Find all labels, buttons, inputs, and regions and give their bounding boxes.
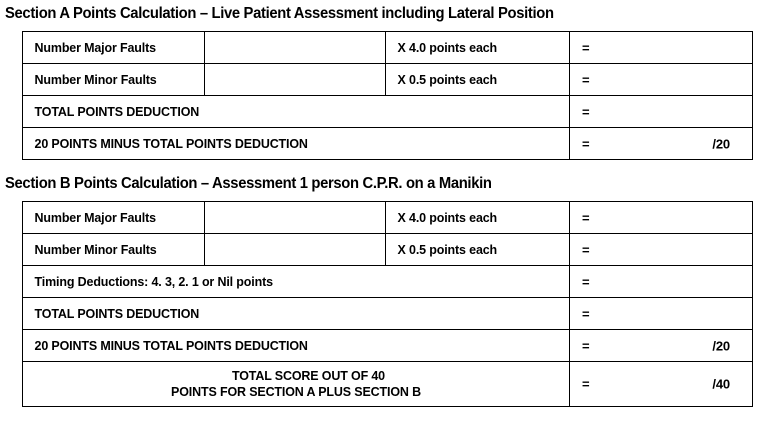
multiplier-cell: X 4.0 points each [385, 201, 570, 234]
total-score-label-cell: TOTAL SCORE OUT OF 40 POINTS FOR SECTION… [22, 361, 570, 407]
equals-sign: = [582, 210, 590, 225]
section-b-table: Number Major Faults X 4.0 points each = … [22, 201, 753, 407]
equals-sign: = [582, 306, 590, 321]
multiplier-label: X 4.0 points each [397, 210, 498, 225]
table-row-total: TOTAL SCORE OUT OF 40 POINTS FOR SECTION… [22, 361, 753, 407]
row-label: 20 POINTS MINUS TOTAL POINTS DEDUCTION [34, 338, 308, 353]
out-of-label: /40 [712, 376, 730, 392]
row-label-cell: Timing Deductions: 4. 3, 2. 1 or Nil poi… [22, 265, 570, 298]
row-label-cell: TOTAL POINTS DEDUCTION [22, 95, 570, 128]
table-row: Number Major Faults X 4.0 points each = [22, 201, 753, 234]
equals-sign: = [582, 274, 590, 289]
multiplier-label: X 0.5 points each [397, 72, 498, 87]
result-cell[interactable]: = /20 [569, 127, 753, 160]
row-label: Number Major Faults [34, 210, 157, 225]
fault-count-input-cell[interactable] [204, 63, 386, 96]
multiplier-cell: X 0.5 points each [385, 233, 570, 266]
table-row: Timing Deductions: 4. 3, 2. 1 or Nil poi… [22, 265, 753, 298]
result-cell[interactable]: = [569, 201, 753, 234]
total-score-line-2: POINTS FOR SECTION A PLUS SECTION B [171, 384, 421, 399]
multiplier-cell: X 4.0 points each [385, 31, 570, 64]
table-row: Number Major Faults X 4.0 points each = [22, 31, 753, 64]
row-label-cell: Number Major Faults [22, 201, 205, 234]
result-cell[interactable]: = [569, 233, 753, 266]
result-cell[interactable]: = [569, 265, 753, 298]
table-row: 20 POINTS MINUS TOTAL POINTS DEDUCTION =… [22, 329, 753, 362]
result-cell[interactable]: = [569, 95, 753, 128]
equals-sign: = [582, 376, 590, 392]
result-cell[interactable]: = [569, 63, 753, 96]
total-score-result-cell[interactable]: = /40 [569, 361, 753, 407]
section-b-heading: Section B Points Calculation – Assessmen… [5, 175, 492, 192]
equals-sign: = [582, 40, 590, 55]
fault-count-input-cell[interactable] [204, 233, 386, 266]
table-row: TOTAL POINTS DEDUCTION = [22, 95, 753, 128]
multiplier-label: X 4.0 points each [397, 40, 498, 55]
result-cell[interactable]: = /20 [569, 329, 753, 362]
row-label-cell: TOTAL POINTS DEDUCTION [22, 297, 570, 330]
table-row: 20 POINTS MINUS TOTAL POINTS DEDUCTION =… [22, 127, 753, 160]
row-label-cell: 20 POINTS MINUS TOTAL POINTS DEDUCTION [22, 329, 570, 362]
result-cell[interactable]: = [569, 31, 753, 64]
total-score-line-1: TOTAL SCORE OUT OF 40 [231, 368, 385, 383]
row-label-cell: 20 POINTS MINUS TOTAL POINTS DEDUCTION [22, 127, 570, 160]
row-label-cell: Number Major Faults [22, 31, 205, 64]
section-a-table: Number Major Faults X 4.0 points each = … [22, 31, 753, 160]
row-label: Number Minor Faults [34, 72, 157, 87]
equals-sign: = [582, 338, 590, 353]
total-score-label: TOTAL SCORE OUT OF 40 POINTS FOR SECTION… [23, 368, 569, 400]
out-of-label: /20 [712, 338, 730, 353]
equals-sign: = [582, 104, 590, 119]
row-label: TOTAL POINTS DEDUCTION [34, 104, 200, 119]
row-label: TOTAL POINTS DEDUCTION [34, 306, 200, 321]
row-label-cell: Number Minor Faults [22, 233, 205, 266]
row-label-cell: Number Minor Faults [22, 63, 205, 96]
out-of-label: /20 [712, 136, 730, 151]
multiplier-cell: X 0.5 points each [385, 63, 570, 96]
section-a-heading: Section A Points Calculation – Live Pati… [5, 5, 554, 22]
result-cell[interactable]: = [569, 297, 753, 330]
row-label: 20 POINTS MINUS TOTAL POINTS DEDUCTION [34, 136, 308, 151]
fault-count-input-cell[interactable] [204, 201, 386, 234]
row-label: Number Major Faults [34, 40, 157, 55]
equals-sign: = [582, 72, 590, 87]
multiplier-label: X 0.5 points each [397, 242, 498, 257]
table-row: Number Minor Faults X 0.5 points each = [22, 233, 753, 266]
equals-sign: = [582, 242, 590, 257]
row-label: Number Minor Faults [34, 242, 157, 257]
table-row: TOTAL POINTS DEDUCTION = [22, 297, 753, 330]
table-row: Number Minor Faults X 0.5 points each = [22, 63, 753, 96]
row-label: Timing Deductions: 4. 3, 2. 1 or Nil poi… [34, 274, 274, 289]
fault-count-input-cell[interactable] [204, 31, 386, 64]
equals-sign: = [582, 136, 590, 151]
